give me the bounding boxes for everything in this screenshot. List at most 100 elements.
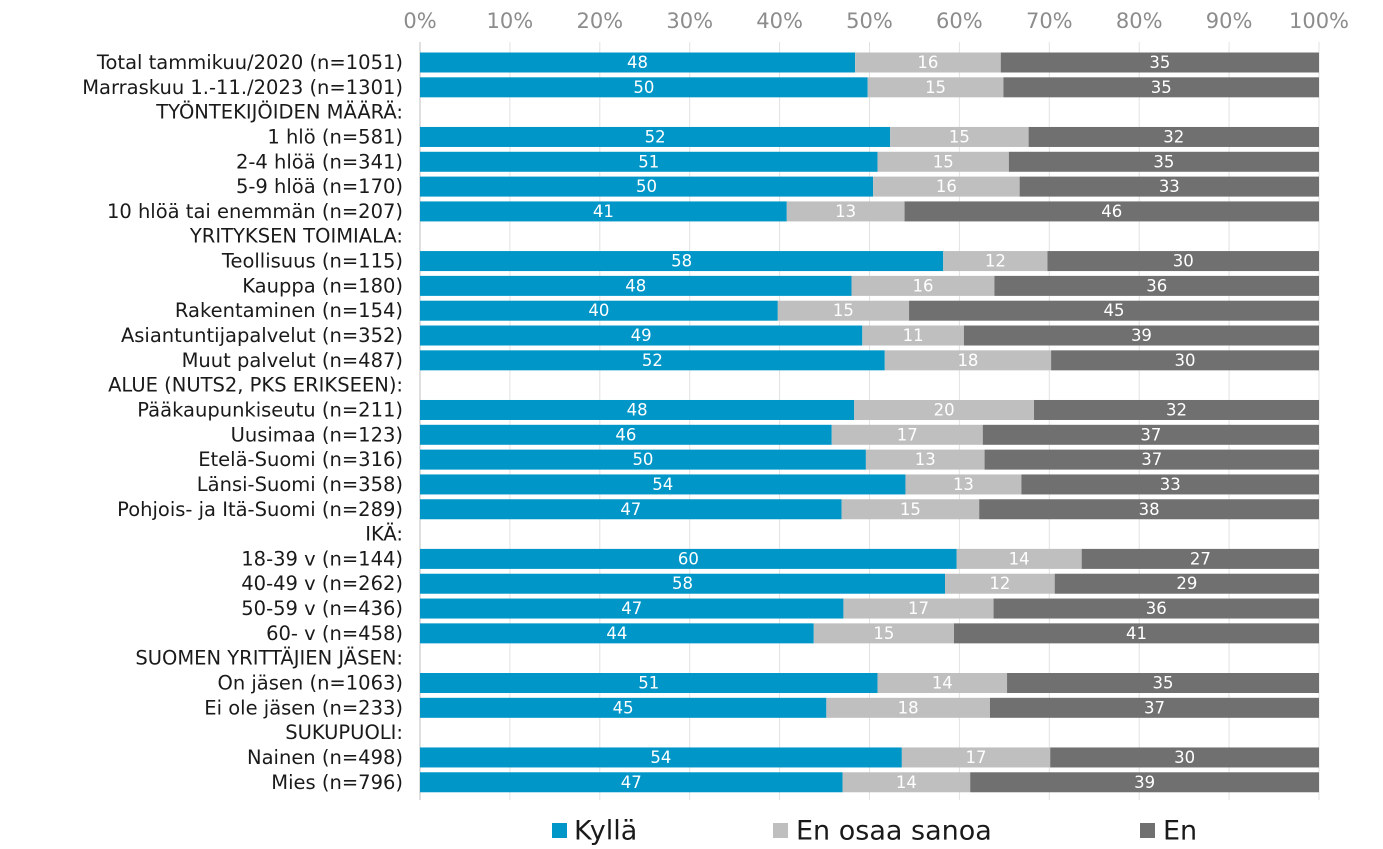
bar-segment: [1047, 251, 1319, 272]
data-label: 50: [636, 177, 657, 196]
data-label: 37: [1140, 425, 1161, 444]
bar-segment: [989, 697, 1319, 718]
data-label: 17: [897, 425, 918, 444]
category-label: Teollisuus (n=115): [221, 250, 403, 273]
data-label: 12: [989, 574, 1010, 593]
data-label: 49: [631, 326, 652, 345]
data-label: 39: [1131, 326, 1152, 345]
data-label: 15: [949, 127, 970, 146]
category-label: Total tammikuu/2020 (n=1051): [96, 51, 403, 74]
x-tick-label: 90%: [1206, 9, 1253, 33]
data-label: 54: [650, 748, 671, 767]
bar-segment: [865, 449, 985, 470]
bar-segment: [862, 325, 964, 346]
bar-segment: [420, 623, 814, 644]
category-label: Ei ole jäsen (n=233): [204, 696, 403, 719]
legend-label: En: [1163, 816, 1197, 847]
legend-label: Kyllä: [574, 816, 637, 847]
bar-segment: [420, 350, 885, 371]
bar-segment: [1051, 350, 1319, 371]
bar-segment: [851, 275, 995, 296]
data-label: 48: [627, 400, 648, 419]
data-label: 30: [1174, 748, 1195, 767]
data-label: 16: [917, 53, 938, 72]
data-label: 35: [1153, 152, 1174, 171]
data-label: 48: [627, 53, 648, 72]
bar-segment: [954, 623, 1319, 644]
data-label: 60: [678, 549, 699, 568]
x-tick-label: 0%: [403, 9, 436, 33]
category-label: 50-59 v (n=436): [241, 597, 403, 620]
bar-segment: [842, 772, 971, 793]
bar-segment: [1007, 673, 1319, 693]
bar-segment: [884, 350, 1052, 371]
bar-segment: [841, 499, 980, 520]
data-label: 13: [953, 475, 974, 494]
category-label: Etelä-Suomi (n=316): [198, 448, 403, 471]
bar-segment: [420, 300, 778, 321]
bar-segment: [1000, 52, 1319, 73]
bar-segment: [786, 201, 905, 222]
x-axis-tick-labels: 0% 10% 20% 30% 40% 50% 60% 70% 80% 90% 100%: [403, 9, 1349, 33]
data-label: 14: [896, 773, 917, 792]
category-label: Muut palvelut (n=487): [182, 349, 403, 372]
x-tick-label: 20%: [576, 9, 623, 33]
bar-segment: [420, 126, 891, 147]
data-label: 46: [615, 425, 636, 444]
data-label: 46: [1101, 202, 1122, 221]
x-tick-label: 10%: [487, 9, 534, 33]
data-label: 18: [898, 698, 919, 717]
data-label: 35: [1151, 78, 1172, 97]
x-tick-label: 60%: [936, 9, 983, 33]
bar-segment: [777, 300, 910, 321]
bar-segment: [979, 499, 1319, 520]
data-label: 12: [985, 252, 1006, 271]
bar-segment: [901, 747, 1051, 768]
bar-segment: [1050, 747, 1319, 768]
bar-segment: [420, 52, 856, 73]
category-label: Uusimaa (n=123): [231, 423, 403, 446]
data-label: 30: [1175, 351, 1196, 370]
x-tick-label: 30%: [666, 9, 713, 33]
bar-segment: [420, 598, 844, 619]
category-label: 1 hlö (n=581): [267, 125, 403, 148]
bar-segment: [420, 176, 874, 197]
data-label: 50: [632, 450, 653, 469]
data-label: 37: [1144, 698, 1165, 717]
bar-segment: [905, 474, 1022, 495]
data-label: 13: [835, 202, 856, 221]
data-label: 33: [1159, 177, 1180, 196]
data-label: 45: [1104, 301, 1125, 320]
data-label: 27: [1190, 549, 1211, 568]
bar-segment: [420, 772, 843, 793]
category-label: Pääkaupunkiseutu (n=211): [137, 398, 403, 421]
data-label: 16: [936, 177, 957, 196]
data-label: 16: [912, 276, 933, 295]
category-label: YRITYKSEN TOIMIALA:: [189, 225, 403, 248]
bar-segment: [813, 623, 955, 644]
data-label: 40: [588, 301, 609, 320]
bar-segment: [855, 52, 1001, 73]
data-label: 32: [1163, 127, 1184, 146]
category-label: ALUE (NUTS2, PKS ERIKSEEN):: [108, 374, 403, 397]
data-label: 11: [903, 326, 924, 345]
bar-segment: [1028, 126, 1319, 147]
bar-segment: [420, 399, 855, 420]
bar-segment: [877, 673, 1008, 693]
data-label: 52: [642, 351, 663, 370]
data-label: 33: [1160, 475, 1181, 494]
bar-segment: [420, 325, 863, 346]
bar-segment: [1003, 77, 1319, 98]
data-label: 48: [625, 276, 646, 295]
data-label: 50: [633, 78, 654, 97]
bar-segment: [994, 275, 1319, 296]
data-label: 15: [873, 624, 894, 643]
data-label: 37: [1141, 450, 1162, 469]
bar-segment: [420, 449, 866, 470]
bar-segment: [873, 176, 1020, 197]
data-label: 58: [672, 574, 693, 593]
bar-segment: [909, 300, 1319, 321]
data-label: 14: [1009, 549, 1030, 568]
bar-segments: [420, 52, 1319, 793]
bar-segment: [420, 499, 842, 520]
